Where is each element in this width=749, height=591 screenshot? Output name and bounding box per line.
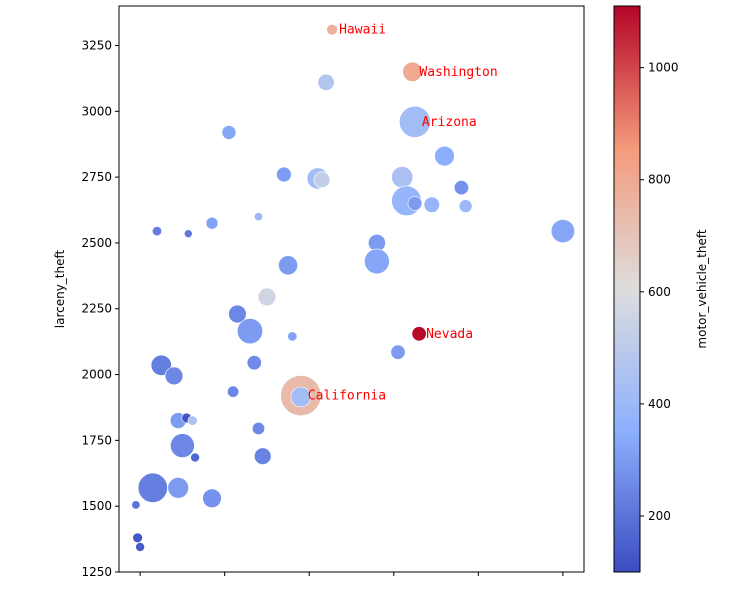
data-point	[132, 532, 143, 543]
data-point	[237, 318, 264, 345]
data-point	[364, 248, 390, 275]
data-point	[152, 226, 163, 237]
data-point	[398, 105, 431, 138]
data-point	[252, 421, 266, 435]
data-point	[190, 452, 200, 463]
x-axis	[139, 572, 564, 576]
data-point	[423, 196, 440, 213]
colorbar-tick-label: 800	[648, 173, 671, 187]
data-point	[131, 500, 141, 510]
data-point	[150, 354, 172, 376]
colorbar-label: motor_vehicle_theft	[695, 229, 709, 348]
data-point	[276, 166, 292, 183]
data-point	[228, 304, 247, 324]
data-point	[184, 229, 193, 238]
data-point	[257, 287, 277, 307]
colorbar-tick-label: 200	[648, 509, 671, 523]
colorbar: 200 400 600 800 1000 motor_vehicle_theft	[613, 5, 709, 573]
y-tick-label: 3000	[81, 104, 112, 118]
data-point	[550, 219, 575, 244]
data-point	[164, 366, 184, 386]
data-point	[205, 216, 219, 230]
y-tick-label: 1750	[81, 433, 112, 447]
colorbar-tick-label: 1000	[648, 61, 679, 75]
data-point	[202, 488, 222, 508]
colorbar-ticks: 200 400 600 800 1000	[640, 61, 679, 523]
plot-area: CaliforniaHawaiiWashingtonArizonaNevada …	[53, 5, 585, 579]
point-annotation: Nevada	[426, 327, 473, 342]
point-annotation: Arizona	[422, 115, 477, 130]
data-point	[313, 171, 331, 188]
annotations-layer: California Hawaii Washington Arizona Nevada	[308, 23, 498, 404]
data-point	[167, 477, 189, 499]
point-annotation: California	[308, 389, 386, 404]
data-point	[135, 542, 145, 552]
data-point	[391, 166, 414, 189]
data-point	[411, 326, 427, 342]
y-tick-label: 2750	[81, 170, 112, 184]
data-point	[137, 472, 168, 503]
y-axis-label: larceny_theft	[53, 249, 67, 328]
data-point	[170, 433, 195, 458]
data-point	[390, 344, 406, 360]
y-tick-label: 2250	[81, 302, 112, 316]
y-tick-label: 2000	[81, 368, 112, 382]
axes-frame	[118, 5, 585, 573]
data-point	[317, 73, 335, 91]
data-point	[278, 255, 299, 276]
data-point	[453, 180, 469, 196]
colorbar-tick-label: 600	[648, 285, 671, 299]
y-tick-label: 1250	[81, 565, 112, 579]
data-point	[326, 24, 338, 36]
data-point	[187, 415, 198, 426]
data-point	[246, 355, 262, 371]
data-point	[254, 212, 264, 222]
y-tick-label: 1500	[81, 499, 112, 513]
colorbar-tick-label: 400	[648, 397, 671, 411]
y-axis: 1250 1500 1750 2000 2250 2500 2750 3000 3250	[81, 38, 119, 579]
data-point	[287, 331, 298, 342]
points-layer	[131, 24, 575, 552]
data-point	[221, 125, 237, 140]
data-point	[434, 145, 455, 167]
data-point	[402, 61, 423, 82]
y-tick-label: 2500	[81, 236, 112, 250]
colorbar-gradient	[613, 5, 641, 573]
data-point	[458, 199, 473, 213]
data-point	[407, 196, 423, 211]
data-point	[254, 447, 272, 465]
data-point	[227, 385, 240, 398]
y-tick-label: 3250	[81, 38, 112, 52]
point-annotation: Hawaii	[339, 23, 386, 38]
point-annotation: Washington	[419, 65, 497, 80]
data-point	[290, 386, 311, 408]
